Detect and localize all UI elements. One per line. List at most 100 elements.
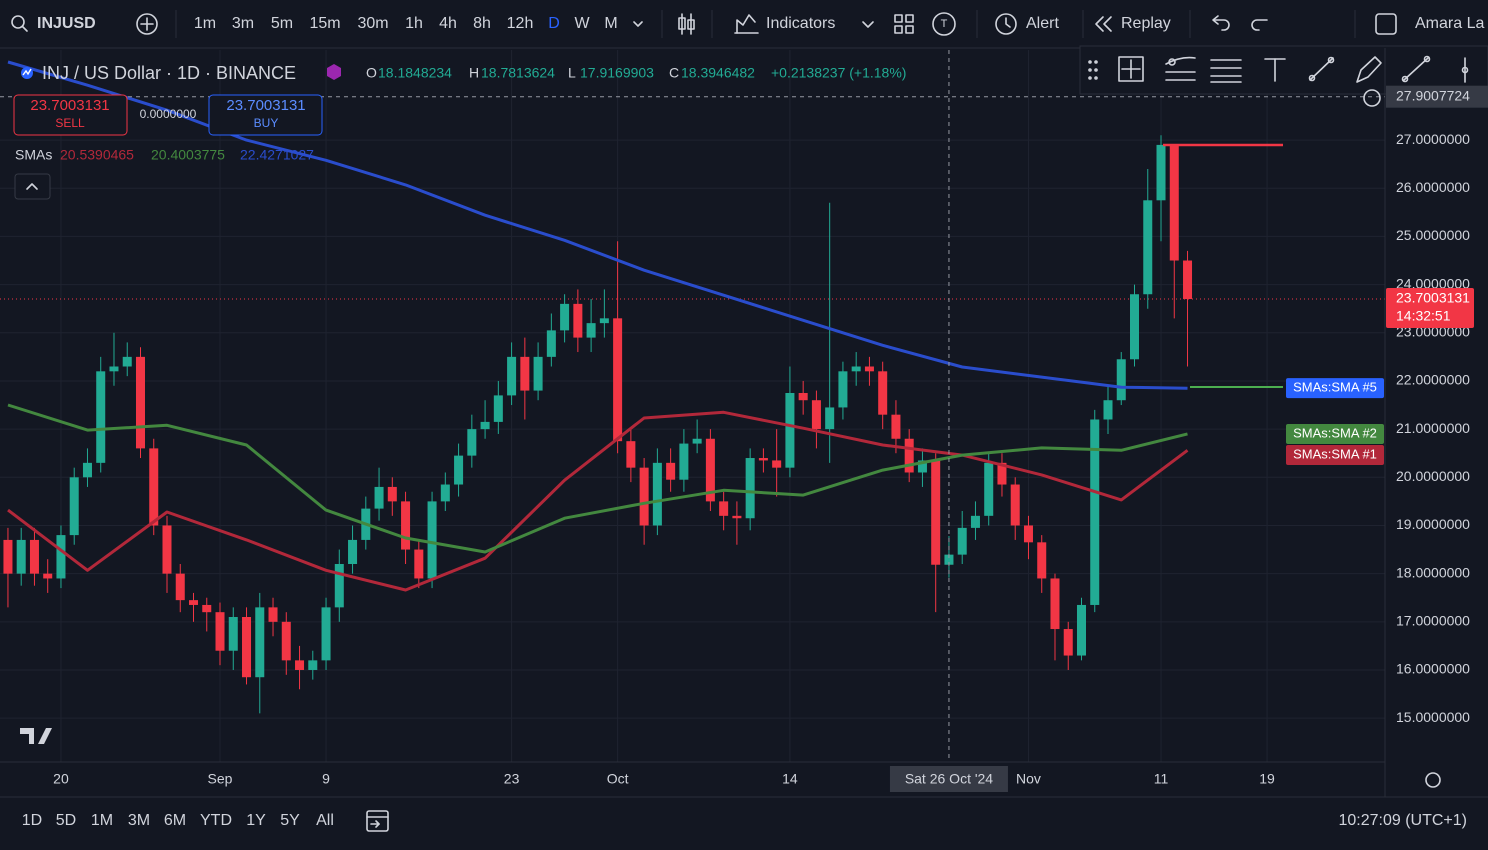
candle-body (1090, 419, 1100, 605)
candle-body (149, 448, 159, 526)
add-price-icon[interactable] (1363, 89, 1381, 107)
collapse-button[interactable] (14, 173, 51, 200)
y-tick-label: 24.0000000 (1396, 275, 1470, 291)
spread: 0.0000000 (140, 107, 197, 121)
exchange-icon (327, 64, 341, 80)
candle-body (202, 604, 212, 613)
alert-button[interactable]: Alert (1026, 15, 1059, 32)
range-button[interactable]: 1D (22, 812, 42, 829)
sell-button[interactable] (13, 94, 128, 136)
crosshair-price-box (1386, 85, 1488, 108)
candle-body (29, 539, 39, 574)
candle-body (334, 564, 344, 608)
candle-body (1076, 604, 1086, 656)
ohlc-value: 17.9169903 (580, 65, 654, 81)
sma-value: 20.5390465 (60, 147, 134, 163)
candle-body (374, 486, 384, 509)
interval-button[interactable]: 5m (271, 15, 293, 32)
candle-body (626, 441, 636, 468)
interval-button[interactable]: W (574, 15, 590, 32)
candle-body (96, 371, 106, 463)
calendar-icon[interactable] (366, 810, 389, 832)
candle-body (931, 460, 941, 565)
candle-body (984, 462, 994, 516)
replay-button[interactable]: Replay (1121, 15, 1171, 32)
candle-body (1169, 144, 1179, 261)
candle-body (758, 458, 768, 461)
interval-button[interactable]: 15m (309, 15, 340, 32)
crosshair-price: 27.9007724 (1396, 87, 1470, 103)
range-button[interactable]: 1Y (246, 812, 266, 829)
candle-body (480, 421, 490, 430)
ohlc-change: +0.2138237 (+1.18%) (771, 65, 906, 81)
candle-body (838, 371, 848, 408)
interval-button[interactable]: 1m (194, 15, 216, 32)
range-button[interactable]: All (316, 812, 334, 829)
range-button[interactable]: 3M (128, 812, 150, 829)
interval-button[interactable]: 1h (405, 15, 423, 32)
candle-body (427, 501, 437, 579)
symbol[interactable]: INJUSD (37, 15, 96, 32)
toolbar-separators (175, 10, 1356, 38)
candle-body (970, 515, 980, 528)
range-button[interactable]: YTD (200, 812, 232, 829)
range-button[interactable]: 1M (91, 812, 113, 829)
settings-icon[interactable] (1425, 772, 1441, 788)
interval-button[interactable]: 12h (507, 15, 534, 32)
interval-button[interactable]: 4h (439, 15, 457, 32)
y-tick-label: 15.0000000 (1396, 709, 1470, 725)
candle-body (1010, 484, 1020, 526)
candle-body (1116, 359, 1126, 401)
y-tick-label: 21.0000000 (1396, 420, 1470, 436)
candle-body (1050, 578, 1060, 630)
range-button[interactable]: 5Y (280, 812, 300, 829)
buy-button[interactable] (208, 94, 323, 136)
range-button[interactable]: 6M (164, 812, 186, 829)
crosshair-date: Sat 26 Oct '24 (905, 771, 993, 787)
toolbar-icons (11, 12, 1397, 36)
candle-body (772, 460, 782, 468)
candle-body (268, 607, 278, 622)
y-tick-label: 16.0000000 (1396, 661, 1470, 677)
candle-body (1143, 200, 1153, 295)
interval-button[interactable]: 8h (473, 15, 491, 32)
candle-body (1103, 400, 1113, 420)
sell-label: SELL (55, 116, 85, 130)
candle-body (957, 527, 967, 555)
interval-button[interactable]: 3m (232, 15, 254, 32)
x-tick-label: 23 (504, 771, 520, 787)
y-tick-label: 17.0000000 (1396, 613, 1470, 629)
candle-body (1156, 144, 1166, 201)
x-tick-label: Sep (208, 771, 233, 787)
drawing-tools (1088, 55, 1469, 83)
y-tick-label: 27.0000000 (1396, 131, 1470, 147)
x-tick-label: Oct (607, 771, 629, 787)
candle-body (613, 318, 623, 442)
indicators-button[interactable]: Indicators (766, 15, 835, 32)
candle-body (82, 462, 92, 478)
candle-body (811, 400, 821, 430)
y-tick-label: 25.0000000 (1396, 227, 1470, 243)
ohlc-value: 18.7813624 (481, 65, 555, 81)
t-icon-letter: T (941, 18, 948, 30)
candle-body (878, 371, 888, 415)
interval-button[interactable]: 30m (357, 15, 388, 32)
candle-body (122, 356, 132, 367)
candle-body (560, 303, 570, 331)
candle-body (639, 467, 649, 526)
candle-body (785, 392, 795, 468)
candle-body (1037, 542, 1047, 579)
candle-body (135, 356, 145, 449)
y-tick-label: 22.0000000 (1396, 372, 1470, 388)
x-tick-label: 11 (1154, 771, 1169, 787)
candle-body (321, 607, 331, 661)
x-tick-label: 19 (1259, 771, 1275, 787)
interval-button[interactable]: D (548, 15, 560, 32)
interval-button[interactable]: M (604, 15, 617, 32)
candle-body (16, 539, 26, 574)
ohlc-label: C (669, 65, 679, 81)
range-button[interactable]: 5D (56, 812, 76, 829)
tv-logo (20, 728, 52, 744)
candle-body (414, 549, 424, 579)
user-name[interactable]: Amara La (1415, 15, 1484, 32)
